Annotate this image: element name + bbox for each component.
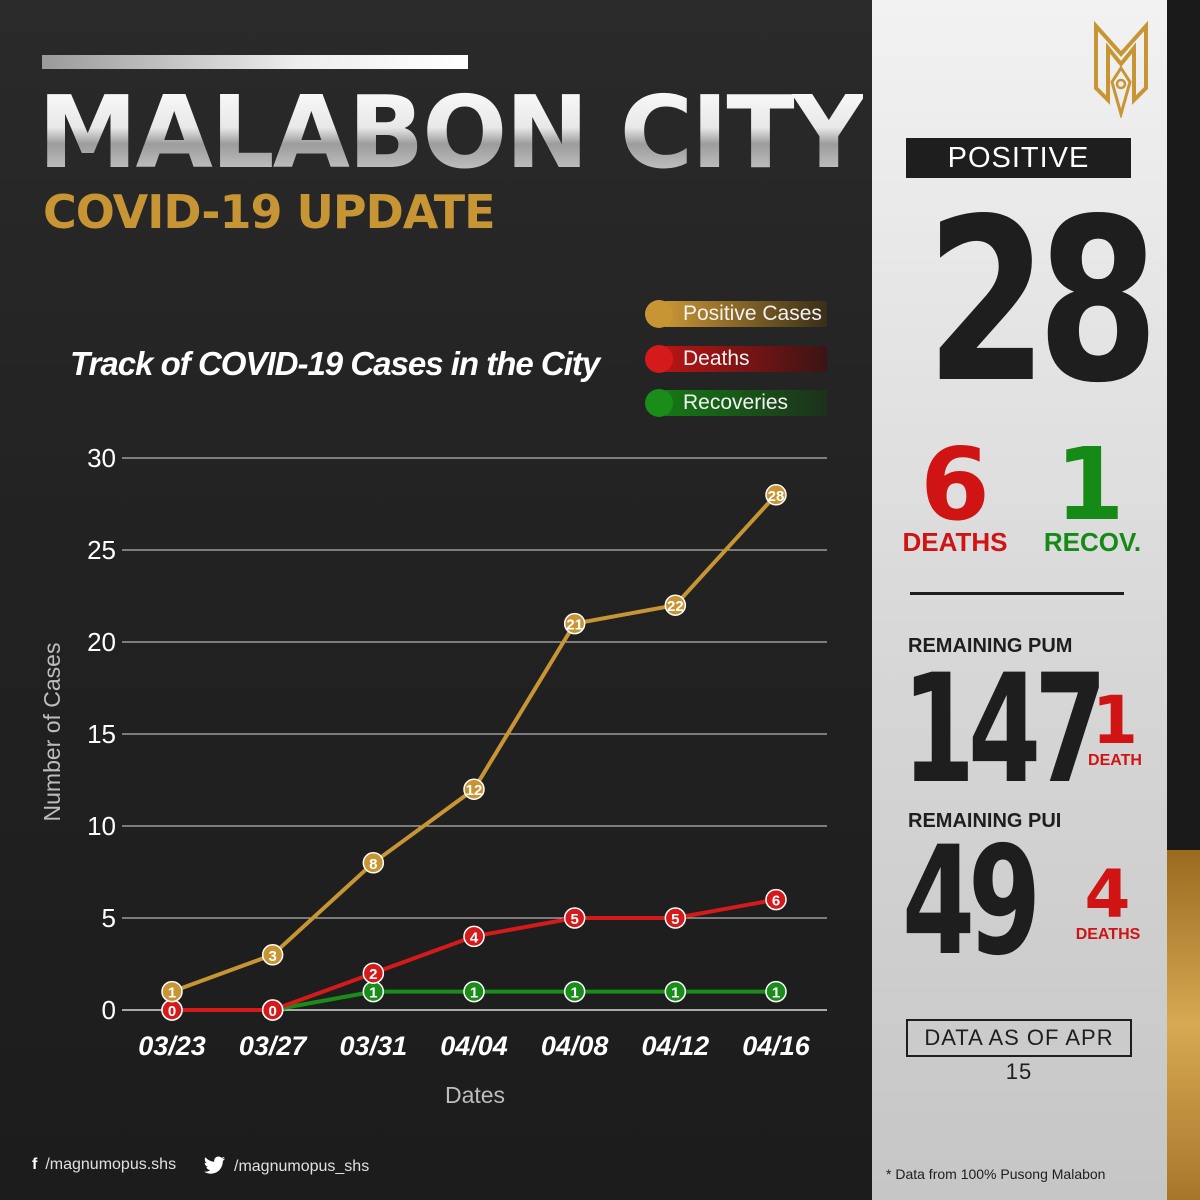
- source-note: * Data from 100% Pusong Malabon: [886, 1166, 1106, 1182]
- legend-swatch-recoveries: [645, 389, 673, 417]
- summary-divider: [910, 592, 1124, 595]
- data-label: 0: [168, 1003, 176, 1020]
- page-subtitle: COVID-19 UPDATE: [43, 185, 496, 239]
- pui-deaths-label: DEATHS: [1075, 926, 1141, 943]
- x-tick-label: 03/27: [239, 1031, 309, 1061]
- y-tick-label: 15: [87, 719, 116, 749]
- data-label: 1: [671, 985, 679, 1002]
- legend-band: [665, 346, 827, 372]
- twitter-icon: [204, 1156, 226, 1176]
- data-label: 22: [667, 598, 684, 615]
- header-accent-bar: [42, 55, 468, 69]
- pui-deaths-count: 4: [1084, 856, 1131, 933]
- pum-label: REMAINING PUM: [908, 635, 1073, 657]
- chart-title: Track of COVID-19 Cases in the City: [70, 345, 600, 382]
- legend-label-positive: Positive Cases: [683, 302, 822, 325]
- data-label: 1: [570, 985, 578, 1002]
- pui-count: 49: [902, 815, 1041, 989]
- legend-band: [665, 301, 827, 327]
- magnum-opus-logo: [1090, 18, 1152, 120]
- y-tick-label: 20: [87, 627, 116, 657]
- data-label: 1: [772, 985, 780, 1002]
- data-point: [664, 594, 687, 616]
- gold-edge-strip: [1167, 850, 1200, 1200]
- recoveries-label: RECOV.: [1043, 527, 1142, 557]
- legend-item-deaths: Deaths: [645, 345, 827, 373]
- x-axis-label: Dates: [445, 1082, 505, 1108]
- data-label: 12: [466, 782, 483, 799]
- data-label: 28: [768, 488, 785, 505]
- data-label: 5: [671, 911, 679, 928]
- data-label: 4: [470, 929, 479, 946]
- data-point: [463, 980, 485, 1003]
- data-as-of: DATA AS OF APR 15: [906, 1019, 1132, 1084]
- data-label: 6: [772, 893, 780, 910]
- y-tick-label: 30: [87, 443, 116, 473]
- x-tick-label: 03/23: [138, 1031, 206, 1061]
- data-point: [463, 778, 485, 800]
- twitter-handle-text: /magnumopus_shs: [234, 1158, 370, 1175]
- legend-swatch-deaths: [645, 345, 673, 373]
- legend-label-deaths: Deaths: [683, 347, 750, 370]
- data-point: [362, 852, 385, 874]
- data-point: [765, 484, 787, 506]
- page-title: MALABON CITY: [38, 74, 865, 191]
- data-label: 8: [369, 856, 377, 873]
- legend-band: [665, 390, 827, 416]
- facebook-handle-text: /magnumopus.shs: [45, 1156, 177, 1173]
- x-tick-label: 04/12: [642, 1031, 710, 1061]
- y-tick-label: 5: [102, 903, 116, 933]
- data-point: [765, 980, 787, 1003]
- deaths-label: DEATHS: [902, 527, 1008, 557]
- data-point: [563, 907, 586, 929]
- data-point: [261, 999, 284, 1021]
- x-tick-label: 04/16: [742, 1031, 811, 1061]
- data-point: [563, 980, 586, 1003]
- positive-count: 28: [925, 171, 1159, 433]
- pum-deaths-count: 1: [1092, 682, 1138, 759]
- twitter-handle[interactable]: /magnumopus_shs: [204, 1156, 369, 1176]
- data-point: [362, 962, 385, 984]
- edge-strip: [1167, 0, 1200, 850]
- data-label: 21: [566, 617, 583, 634]
- data-label: 1: [168, 985, 176, 1002]
- data-point: [463, 925, 485, 948]
- x-tick-label: 03/31: [340, 1031, 408, 1061]
- recoveries-count: 1: [1055, 426, 1125, 543]
- data-point: [161, 980, 183, 1003]
- pum-count: 147: [902, 643, 1107, 817]
- data-label: 1: [369, 985, 377, 1002]
- data-point: [563, 612, 586, 635]
- facebook-icon: f: [32, 1156, 38, 1173]
- deaths-count: 6: [920, 426, 990, 543]
- y-tick-label: 0: [102, 995, 116, 1025]
- legend-item-recoveries: Recoveries: [645, 389, 827, 417]
- y-axis-label: Number of Cases: [39, 643, 65, 822]
- facebook-handle[interactable]: f/magnumopus.shs: [32, 1156, 176, 1174]
- x-tick-label: 04/08: [541, 1031, 609, 1061]
- data-label: 5: [570, 911, 578, 928]
- pum-deaths-label: DEATH: [1088, 752, 1142, 769]
- pui-label: REMAINING PUI: [908, 810, 1062, 832]
- data-label: 1: [470, 985, 478, 1002]
- positive-label: POSITIVE: [906, 138, 1131, 178]
- summary-panel: [872, 0, 1167, 1200]
- data-point: [664, 907, 687, 929]
- data-label: 2: [369, 966, 377, 983]
- x-tick-label: 04/04: [440, 1031, 508, 1061]
- data-point: [765, 888, 787, 911]
- data-label: 3: [268, 948, 276, 965]
- data-point: [261, 944, 284, 966]
- data-label: 0: [268, 1003, 276, 1020]
- legend-swatch-positive: [645, 300, 673, 328]
- y-tick-label: 10: [87, 811, 116, 841]
- legend-label-recoveries: Recoveries: [683, 391, 789, 414]
- data-point: [664, 980, 687, 1003]
- y-tick-label: 25: [87, 535, 116, 565]
- legend-item-positive: Positive Cases: [645, 300, 827, 328]
